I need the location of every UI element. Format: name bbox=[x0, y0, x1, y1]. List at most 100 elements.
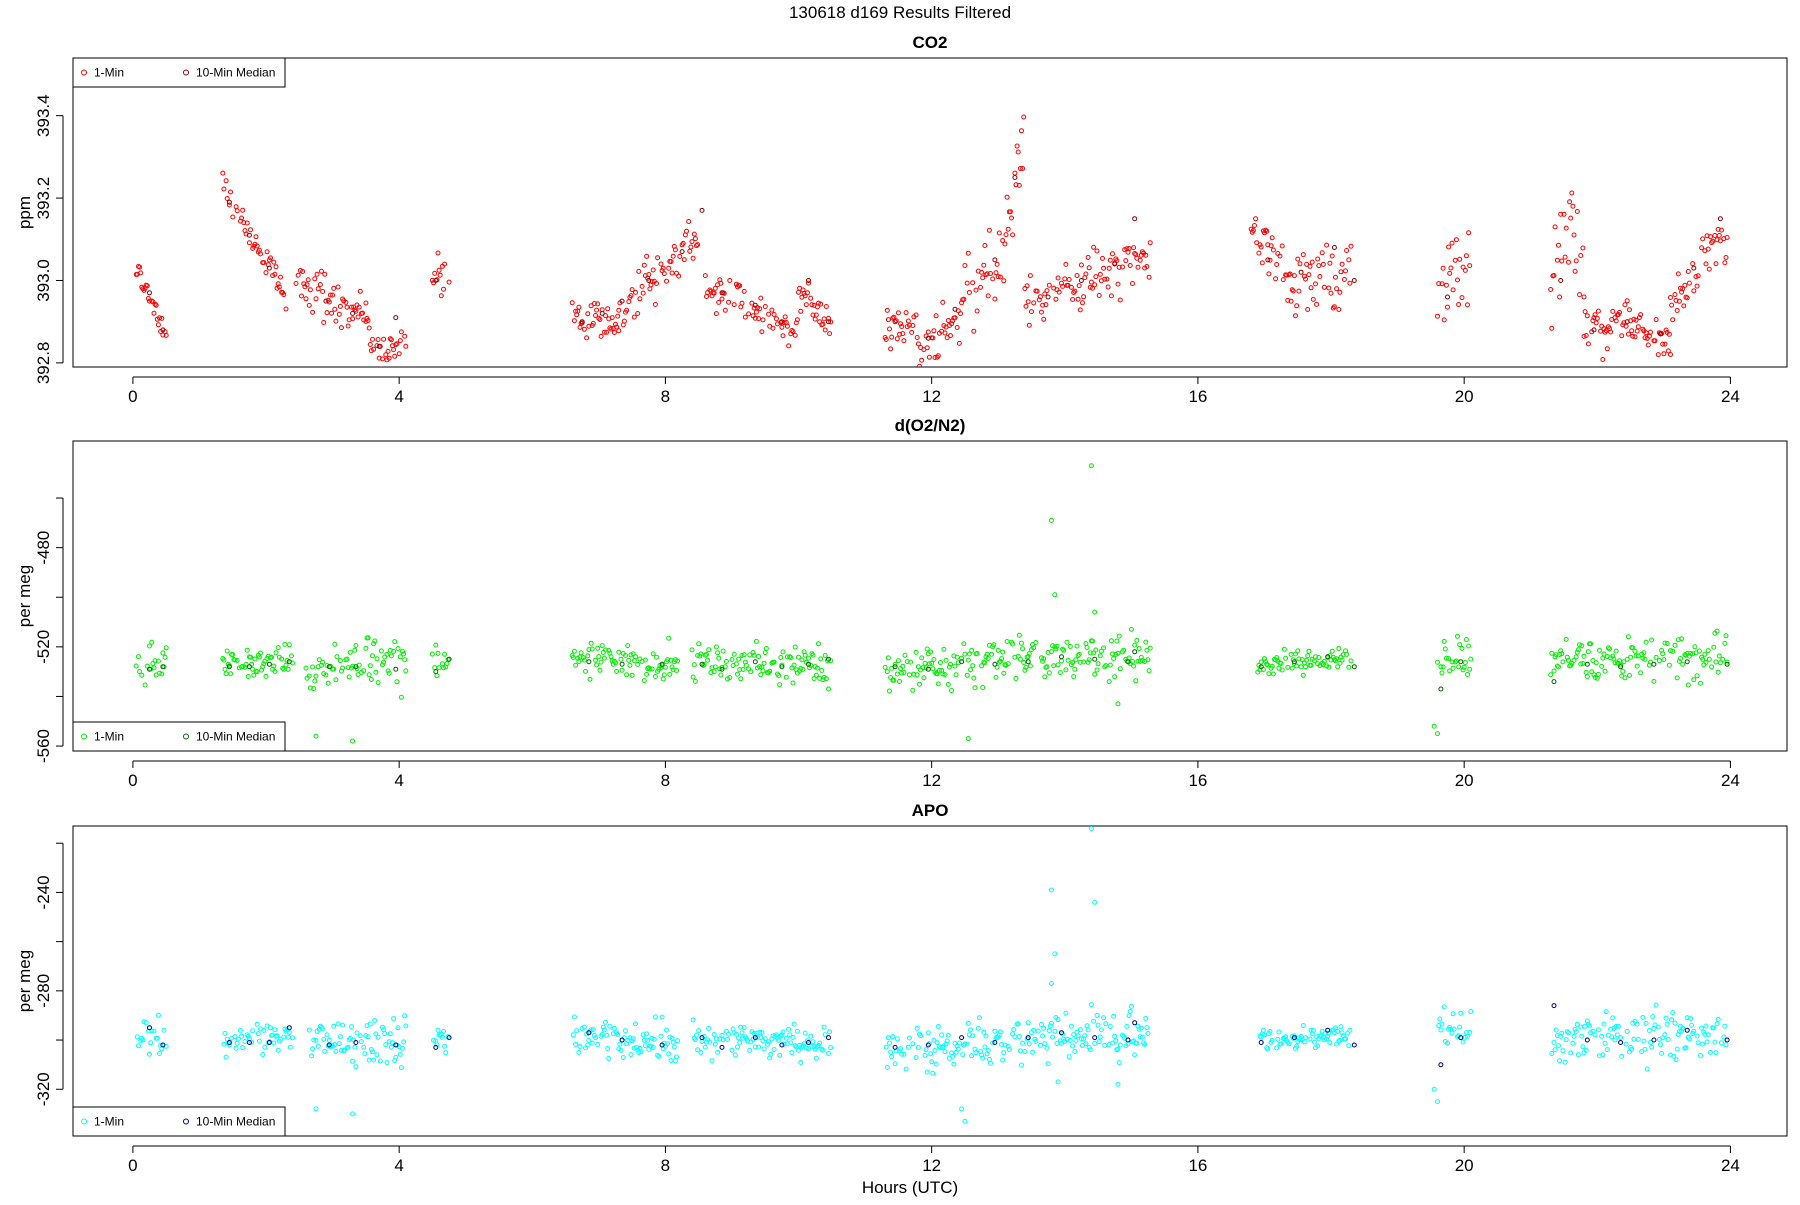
data-point bbox=[438, 293, 444, 299]
data-point bbox=[992, 257, 998, 263]
data-point bbox=[155, 322, 161, 328]
data-point bbox=[892, 664, 898, 670]
data-point bbox=[941, 646, 947, 652]
data-point bbox=[339, 325, 344, 331]
data-point bbox=[1563, 225, 1569, 231]
data-point bbox=[221, 657, 227, 663]
data-point bbox=[705, 657, 711, 663]
data-point bbox=[1641, 1038, 1647, 1044]
data-point bbox=[664, 1027, 669, 1033]
data-point bbox=[1132, 649, 1138, 655]
data-point bbox=[798, 1060, 804, 1065]
data-point bbox=[1597, 647, 1602, 653]
data-point bbox=[758, 672, 764, 678]
data-point bbox=[918, 1033, 924, 1039]
data-point bbox=[617, 1041, 623, 1047]
legend-label: 1-Min bbox=[94, 66, 124, 80]
data-point bbox=[1132, 216, 1138, 222]
data-point bbox=[1644, 1066, 1650, 1072]
data-point bbox=[393, 1042, 399, 1048]
data-point bbox=[1559, 651, 1565, 657]
data-point bbox=[931, 1037, 937, 1043]
data-point bbox=[350, 1111, 356, 1117]
data-point bbox=[1637, 315, 1642, 320]
data-point bbox=[367, 1021, 373, 1027]
data-point bbox=[1590, 318, 1596, 324]
data-point bbox=[1004, 194, 1010, 200]
data-point bbox=[1097, 653, 1103, 659]
data-point bbox=[256, 1038, 262, 1044]
data-point bbox=[429, 651, 435, 657]
data-point bbox=[1617, 309, 1622, 315]
data-point bbox=[641, 678, 647, 684]
data-point bbox=[985, 656, 991, 662]
data-point bbox=[224, 196, 230, 201]
data-point bbox=[1686, 280, 1692, 286]
data-point bbox=[607, 1023, 613, 1029]
data-point bbox=[655, 1052, 661, 1058]
data-point bbox=[826, 315, 831, 321]
data-point bbox=[1084, 645, 1090, 650]
data-point bbox=[1033, 640, 1039, 645]
data-point bbox=[1145, 1031, 1151, 1036]
series-10-min-median bbox=[147, 649, 1730, 692]
data-point bbox=[799, 657, 805, 663]
data-point bbox=[949, 688, 955, 694]
data-point bbox=[1308, 285, 1314, 291]
data-point bbox=[363, 300, 369, 306]
data-point bbox=[295, 272, 301, 278]
data-point bbox=[1060, 283, 1066, 289]
x-tick-label: 8 bbox=[661, 771, 670, 790]
data-point bbox=[787, 654, 793, 660]
data-point bbox=[806, 278, 811, 283]
data-point bbox=[1281, 646, 1287, 652]
data-point bbox=[1083, 271, 1089, 277]
data-point bbox=[884, 307, 890, 313]
data-point bbox=[286, 642, 292, 648]
data-point bbox=[1579, 643, 1585, 649]
data-point bbox=[367, 342, 373, 347]
data-point bbox=[1111, 1013, 1117, 1019]
data-point bbox=[1440, 664, 1446, 670]
data-point bbox=[1301, 273, 1307, 279]
data-point bbox=[702, 273, 708, 279]
data-point bbox=[601, 655, 607, 661]
data-point bbox=[365, 318, 371, 323]
data-point bbox=[970, 280, 976, 286]
data-point bbox=[760, 317, 766, 323]
data-point bbox=[1684, 1027, 1690, 1033]
data-point bbox=[930, 666, 936, 672]
data-point bbox=[576, 1049, 582, 1055]
data-point bbox=[252, 656, 258, 662]
data-point bbox=[586, 1037, 592, 1043]
data-point bbox=[394, 679, 400, 685]
data-point bbox=[1663, 1015, 1669, 1021]
data-point bbox=[588, 640, 594, 646]
data-point bbox=[802, 1030, 808, 1036]
data-point bbox=[1439, 281, 1445, 287]
data-point bbox=[901, 1051, 907, 1057]
data-point bbox=[1329, 648, 1335, 654]
data-point bbox=[230, 652, 236, 658]
data-point bbox=[581, 1024, 587, 1030]
x-tick-label: 4 bbox=[394, 771, 403, 790]
data-point bbox=[1632, 648, 1638, 654]
data-point bbox=[904, 659, 910, 665]
data-point bbox=[955, 1046, 961, 1052]
data-point bbox=[887, 688, 892, 694]
data-point bbox=[680, 240, 686, 246]
data-point bbox=[1445, 304, 1450, 310]
data-point bbox=[706, 647, 712, 653]
data-point bbox=[716, 655, 722, 661]
data-point bbox=[1092, 1040, 1098, 1046]
data-point bbox=[1652, 338, 1658, 344]
data-point bbox=[1691, 288, 1697, 294]
data-point bbox=[1324, 1036, 1330, 1042]
data-point bbox=[996, 659, 1002, 665]
data-point bbox=[353, 643, 359, 648]
data-point bbox=[1688, 651, 1693, 656]
data-point bbox=[605, 1046, 611, 1051]
data-point bbox=[1088, 463, 1094, 469]
data-point bbox=[1724, 1037, 1730, 1043]
data-point bbox=[620, 1055, 626, 1060]
